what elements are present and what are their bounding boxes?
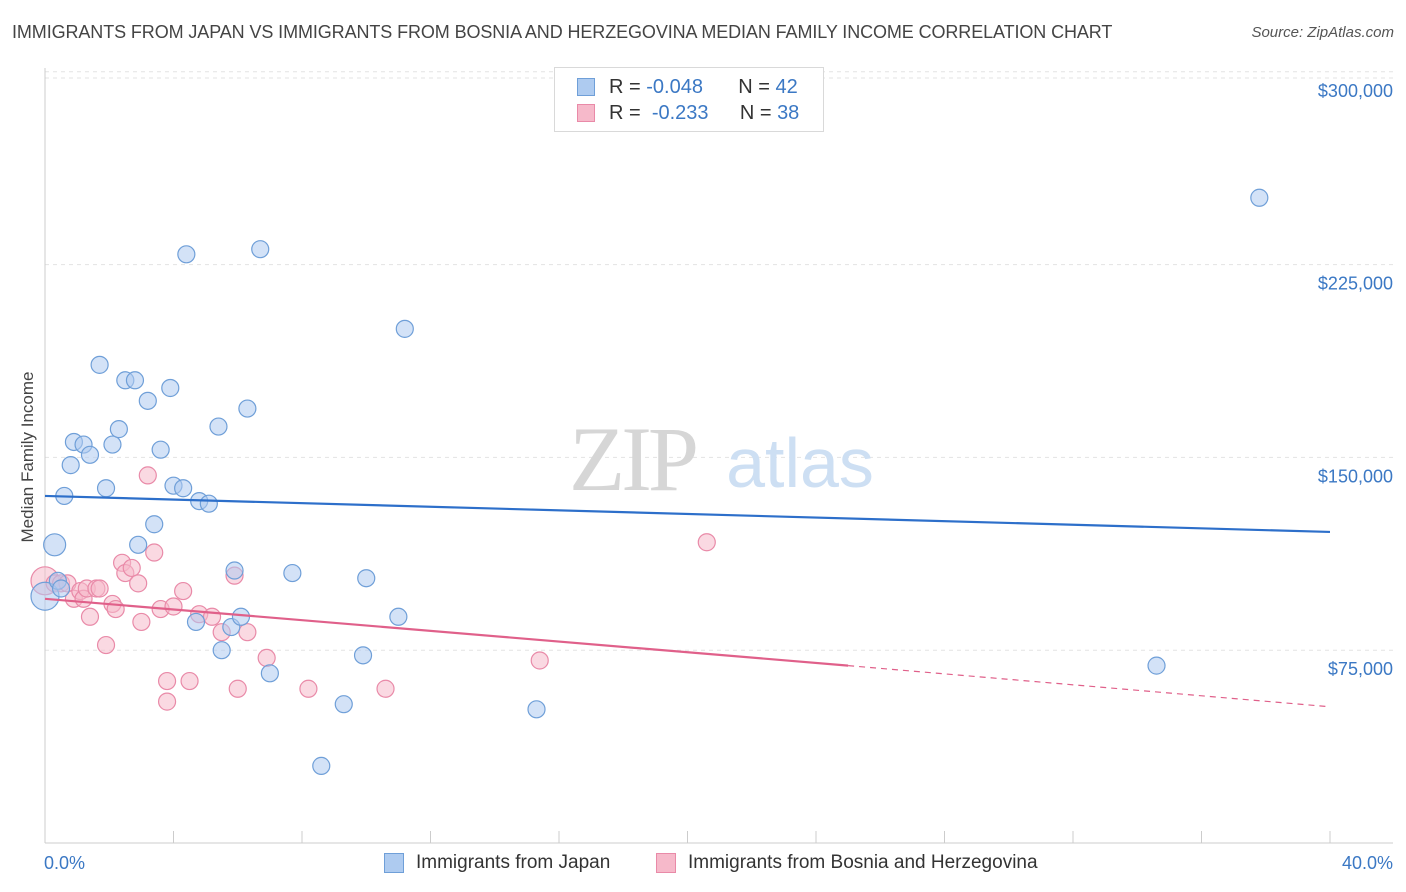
japan-point [395,319,414,338]
japan-point [145,515,164,534]
y-tick-label: $300,000 [1318,81,1393,101]
japan-point [174,479,193,498]
japan-point [312,756,331,775]
bosnia-point [145,543,164,562]
grid-layer: $75,000 $150,000 $225,000 $300,000 [45,71,1393,679]
legend-n-label: N = [738,75,770,98]
bosnia-point [174,581,193,601]
legend-swatch-japan [577,78,595,96]
japan-point [225,561,244,580]
bosnia-point [376,679,395,698]
bosnia-point [228,679,247,698]
y-axis-label: Median Family Income [18,371,37,542]
axis-layer [44,68,1393,844]
japan-point [43,533,67,557]
chart-title: IMMIGRANTS FROM JAPAN VS IMMIGRANTS FROM… [12,22,1113,42]
japan-point [283,563,302,583]
watermark: ZIP atlas [569,408,874,510]
y-tick-label: $225,000 [1318,274,1393,294]
bosnia-point [299,679,318,698]
japan-point [103,435,122,454]
source-label: Source: ZipAtlas.com [1251,24,1394,41]
bottom-legend-label-bosnia: Immigrants from Bosnia and Herzegovina [688,852,1038,873]
japan-point [151,440,170,459]
bottom-legend-swatch-japan [384,853,404,873]
legend-row-japan: R = -0.048 N = 42 [577,75,798,99]
japan-point [177,245,196,264]
japan-point [90,355,109,374]
japan-point [80,445,100,464]
legend-n-label: N = [739,101,772,124]
japan-point [260,664,279,683]
japan-point [96,479,116,498]
legend-r-label: R = [609,101,641,124]
japan-point [125,371,145,390]
bosnia-point [132,612,151,632]
y-tick-label: $150,000 [1318,466,1393,486]
legend-r-label: R = [609,75,641,98]
bosnia-point [202,607,222,626]
japan-point [51,579,71,598]
japan-point [527,700,546,719]
watermark-atlas: atlas [726,424,874,502]
bosnia-trend-line [44,597,849,667]
japan-point [238,399,257,418]
japan-point [209,417,228,436]
japan-point [161,378,180,398]
legend-n-value-japan: 42 [775,75,798,98]
bosnia-point [96,635,116,655]
bosnia-point [180,671,199,691]
bosnia-point [129,574,148,593]
bosnia-point [697,533,716,552]
japan-trend-line [44,494,1331,534]
x-tick-label-max: 40.0% [1342,853,1393,873]
japan-point [61,456,80,475]
japan-point [334,695,353,714]
legend-row-bosnia: R = -0.233 N = 38 [577,101,799,125]
bosnia-point [122,558,141,578]
bosnia-point [238,623,257,642]
bottom-legend-bosnia: Immigrants from Bosnia and Herzegovina [656,852,1038,874]
trend-layer [44,494,1331,708]
bosnia-point [80,607,100,626]
bottom-legend-swatch-bosnia [656,853,676,873]
legend-r-value-bosnia: -0.233 [651,101,709,124]
bosnia-point [157,692,177,711]
japan-point [389,607,408,626]
series-japan-points [30,188,1269,775]
japan-point [231,607,251,626]
japan-point [138,391,157,410]
bosnia-point [90,579,109,598]
y-tick-label: $75,000 [1328,659,1393,679]
watermark-zip: ZIP [569,408,696,510]
japan-point [251,240,270,259]
japan-point [129,535,148,554]
japan-point [199,494,218,513]
legend-r-value-japan: -0.048 [646,75,703,98]
bosnia-point [138,466,157,485]
legend-n-value-bosnia: 38 [777,101,800,124]
japan-point [353,646,373,665]
bosnia-trend-extension [848,665,1331,708]
japan-point [1147,656,1166,675]
japan-point [357,569,376,588]
japan-point [212,641,231,660]
japan-point [109,420,128,439]
bosnia-point [530,651,549,670]
x-tick-label-min: 0.0% [44,853,85,873]
legend-swatch-bosnia [577,104,595,122]
correlation-legend: R = -0.048 N = 42 R = -0.233 N = 38 [554,67,824,132]
bottom-legend-japan: Immigrants from Japan [384,852,610,874]
bosnia-point [157,671,177,691]
japan-point [1250,188,1269,207]
bottom-legend-label-japan: Immigrants from Japan [416,852,611,873]
bosnia-point [257,648,276,668]
bosnia-point [164,597,183,616]
japan-point [186,612,206,632]
